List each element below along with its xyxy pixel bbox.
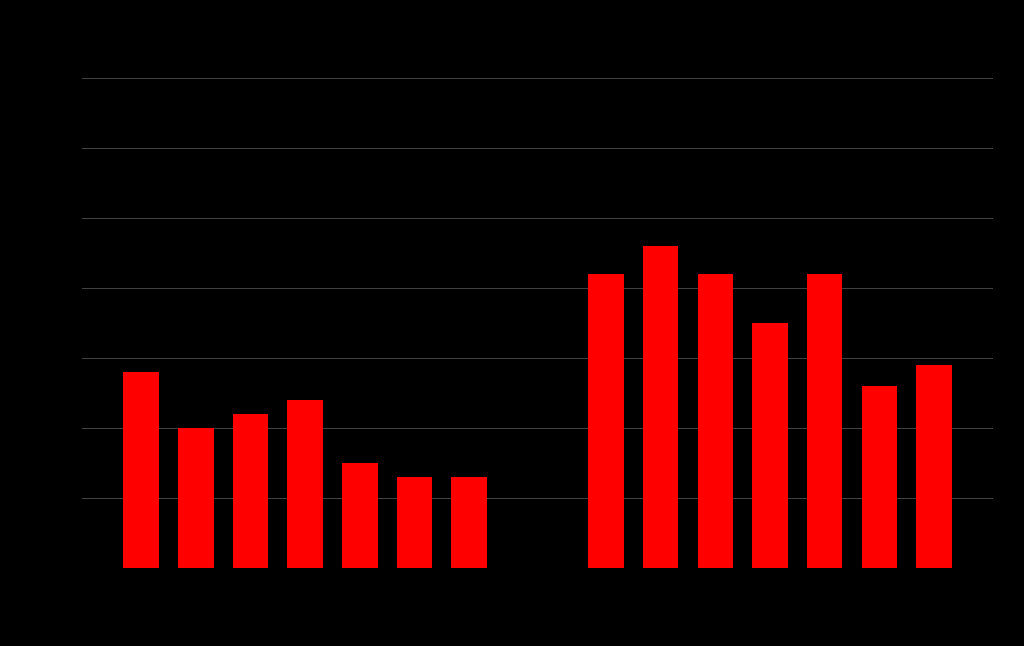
Bar [342,463,378,568]
Bar [396,477,432,568]
Bar [861,386,897,568]
Bar [753,323,787,568]
Bar [697,274,733,568]
Bar [916,365,952,568]
Bar [232,414,268,568]
Bar [123,372,159,568]
Bar [452,477,487,568]
Bar [178,428,214,568]
Bar [807,274,843,568]
Bar [288,400,323,568]
Bar [588,274,624,568]
Bar [643,246,679,568]
